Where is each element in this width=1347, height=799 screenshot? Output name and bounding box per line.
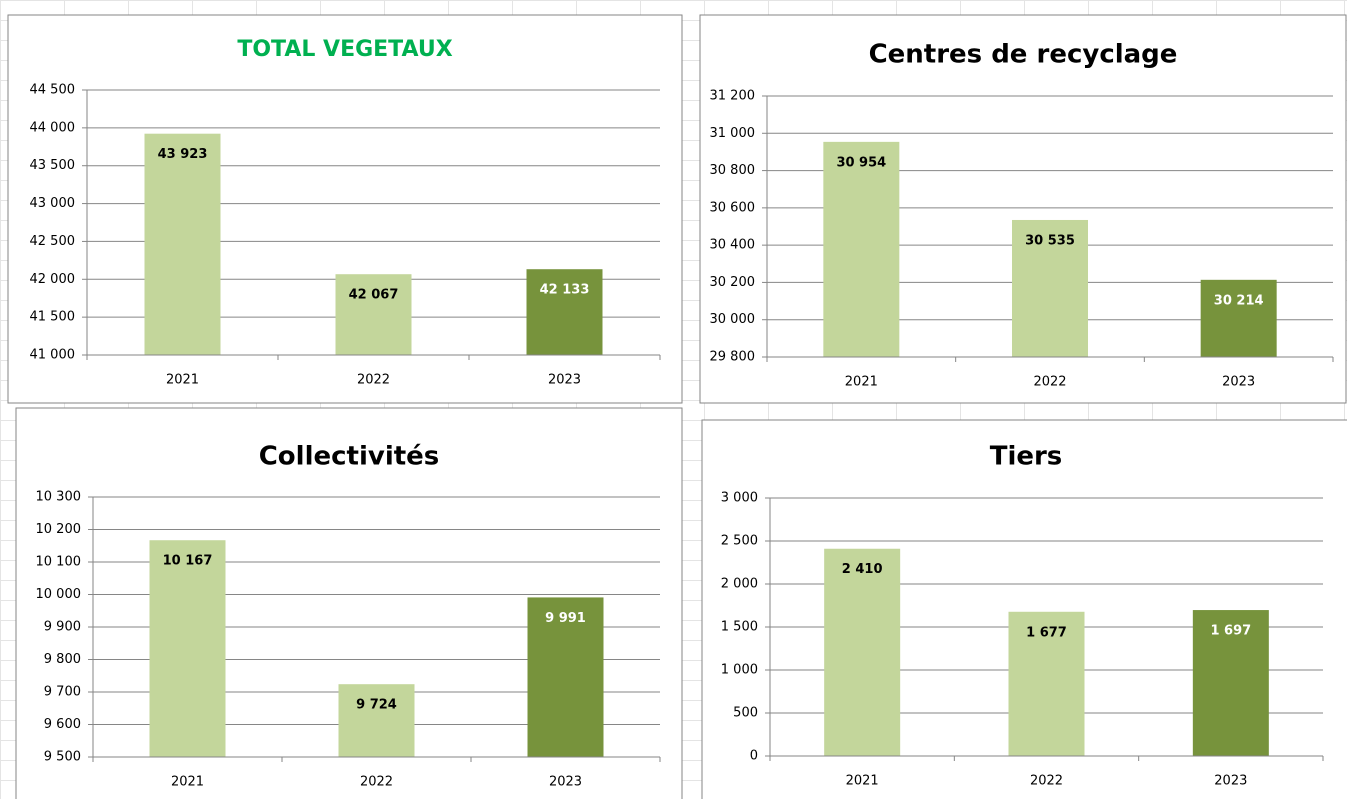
value-label: 1 677 [1026, 625, 1067, 640]
y-tick-label: 2 500 [721, 534, 758, 549]
x-tick-label: 2023 [1214, 774, 1247, 789]
bar [526, 269, 603, 355]
bar [1008, 611, 1085, 756]
bar [144, 133, 221, 355]
x-tick-label: 2021 [166, 373, 199, 388]
value-label: 42 133 [540, 283, 590, 298]
y-tick-label: 500 [733, 706, 758, 721]
y-tick-label: 2 000 [721, 577, 758, 592]
value-label: 30 535 [1025, 233, 1075, 248]
y-tick-label: 42 000 [30, 272, 76, 287]
chart-title: Centres de recyclage [869, 40, 1178, 70]
x-tick-label: 2022 [1030, 774, 1063, 789]
y-tick-label: 30 600 [710, 200, 756, 215]
y-tick-label: 30 400 [710, 238, 756, 253]
value-label: 43 923 [158, 147, 208, 162]
y-tick-label: 1 500 [721, 620, 758, 635]
bar [1200, 279, 1277, 357]
x-tick-label: 2022 [1033, 375, 1066, 390]
x-tick-label: 2022 [360, 775, 393, 790]
bar [823, 141, 900, 357]
y-tick-label: 9 900 [44, 620, 81, 635]
y-tick-label: 0 [750, 749, 758, 764]
value-label: 42 067 [349, 288, 399, 303]
y-tick-label: 10 300 [36, 490, 82, 505]
chart-title: Tiers [990, 442, 1063, 472]
y-tick-label: 9 600 [44, 717, 81, 732]
y-tick-label: 30 800 [710, 163, 756, 178]
bar [1012, 219, 1088, 357]
chart: TOTAL VEGETAUX 41 000 41 500 42 000 42 500 43… [7, 14, 683, 404]
x-tick-label: 2021 [846, 774, 879, 789]
x-tick-label: 2023 [549, 775, 582, 790]
value-label: 10 167 [163, 554, 213, 569]
bar [338, 684, 415, 757]
value-label: 2 410 [842, 562, 883, 577]
y-tick-label: 30 200 [710, 275, 756, 290]
chart-title: Collectivités [259, 442, 440, 472]
x-tick-label: 2022 [357, 373, 390, 388]
y-tick-label: 3 000 [721, 491, 758, 506]
y-tick-label: 9 500 [44, 750, 81, 765]
chart: Centres de recyclage 29 800 30 000 30 200 30… [699, 14, 1347, 404]
y-tick-label: 43 000 [30, 196, 76, 211]
y-tick-label: 10 100 [36, 555, 82, 570]
y-tick-label: 10 200 [36, 522, 82, 537]
y-tick-label: 9 700 [44, 685, 81, 700]
y-tick-label: 43 500 [30, 158, 76, 173]
x-tick-label: 2021 [171, 775, 204, 790]
value-label: 9 724 [356, 698, 397, 713]
x-tick-label: 2023 [1222, 375, 1255, 390]
y-tick-label: 41 000 [30, 348, 76, 363]
value-label: 30 214 [1214, 293, 1264, 308]
y-tick-label: 41 500 [30, 310, 76, 325]
bar [335, 274, 412, 355]
y-tick-label: 9 800 [44, 652, 81, 667]
bar [824, 548, 901, 756]
y-tick-label: 42 500 [30, 234, 76, 249]
bar [149, 540, 226, 757]
x-tick-label: 2021 [845, 375, 878, 390]
chart: Collectivités 9 500 9 600 9 700 9 800 9 900 10… [15, 407, 683, 799]
y-tick-label: 31 000 [710, 126, 756, 141]
value-label: 9 991 [545, 611, 586, 626]
y-tick-label: 1 000 [721, 663, 758, 678]
y-tick-label: 44 000 [30, 120, 76, 135]
value-label: 1 697 [1210, 624, 1251, 639]
y-tick-label: 29 800 [710, 350, 756, 365]
bar [1192, 610, 1269, 756]
chart: Tiers 0 500 1 000 1 500 2 000 2 500 3 000 2 410 2… [701, 419, 1347, 799]
value-label: 30 954 [836, 155, 886, 170]
y-tick-label: 30 000 [710, 312, 756, 327]
y-tick-label: 10 000 [36, 587, 82, 602]
bar [527, 597, 604, 757]
y-tick-label: 44 500 [30, 83, 76, 98]
chart-title: TOTAL VEGETAUX [237, 37, 452, 62]
x-tick-label: 2023 [548, 373, 581, 388]
y-tick-label: 31 200 [710, 89, 756, 104]
